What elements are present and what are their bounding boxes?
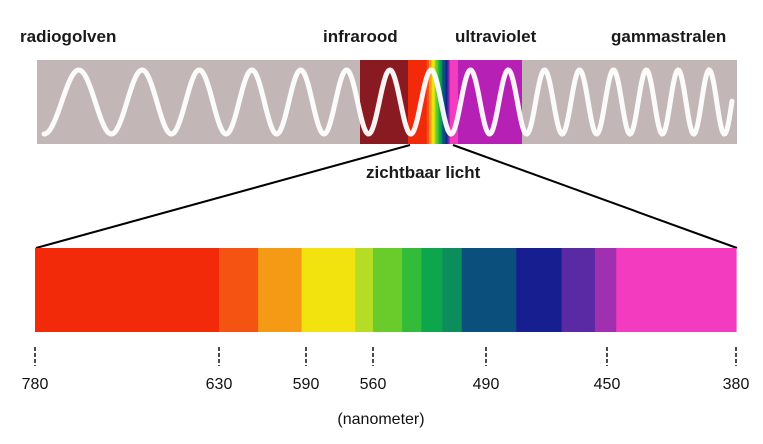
mini-spectrum-segment bbox=[408, 60, 428, 144]
mini-spectrum-segment bbox=[426, 60, 430, 144]
electromagnetic-band bbox=[37, 60, 737, 144]
label-gamma-rays: gammastralen bbox=[611, 27, 726, 46]
spectrum-segment bbox=[421, 248, 444, 332]
spectrum-segment bbox=[594, 248, 617, 332]
mini-spectrum-segment bbox=[448, 60, 451, 144]
spectrum-segment bbox=[35, 248, 220, 332]
label-radio-waves: radiogolven bbox=[20, 27, 116, 46]
mini-spectrum-segment bbox=[434, 60, 436, 144]
mini-spectrum-segment bbox=[447, 60, 450, 144]
tick-label: 450 bbox=[594, 376, 621, 393]
tick-label: 780 bbox=[22, 376, 49, 393]
spectrum-segment bbox=[355, 248, 374, 332]
mini-spectrum-segment bbox=[431, 60, 435, 144]
mini-spectrum-segment bbox=[429, 60, 432, 144]
spectrum-segment bbox=[616, 248, 737, 332]
spectrum-segment bbox=[561, 248, 596, 332]
wavelength-ticks: 780 630 590 560 490 450 380 bbox=[22, 347, 750, 393]
mini-spectrum-segment bbox=[445, 60, 448, 144]
wave-line bbox=[41, 67, 735, 137]
mini-spectrum-segment bbox=[442, 60, 446, 144]
spectrum-segment bbox=[442, 248, 463, 332]
spectrum-segment bbox=[373, 248, 403, 332]
spectrum-segment bbox=[516, 248, 563, 332]
zoom-line-left bbox=[35, 144, 411, 249]
spectrum-segment bbox=[402, 248, 423, 332]
tick-label: 380 bbox=[723, 376, 750, 393]
zoom-line-right bbox=[452, 144, 738, 249]
label-ultraviolet: ultraviolet bbox=[455, 27, 537, 46]
mini-spectrum-segment bbox=[449, 60, 459, 144]
spectrum-segment bbox=[258, 248, 303, 332]
visible-spectrum-bar bbox=[35, 248, 737, 332]
label-visible-light: zichtbaar licht bbox=[366, 163, 481, 182]
label-infrared: infrarood bbox=[323, 27, 398, 46]
spectrum-segment bbox=[219, 248, 259, 332]
spectrum-segment bbox=[301, 248, 356, 332]
tick-label: 590 bbox=[293, 376, 320, 393]
label-unit: (nanometer) bbox=[337, 411, 424, 428]
tick-label: 630 bbox=[206, 376, 233, 393]
spectrum-segment bbox=[461, 248, 517, 332]
mini-spectrum-segment bbox=[435, 60, 439, 144]
tick-label: 560 bbox=[360, 376, 387, 393]
tick-label: 490 bbox=[473, 376, 500, 393]
